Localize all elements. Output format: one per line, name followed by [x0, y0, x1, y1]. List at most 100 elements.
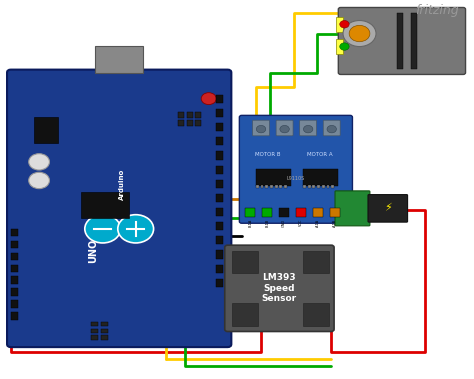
Bar	[11, 300, 18, 308]
FancyBboxPatch shape	[335, 191, 370, 226]
FancyBboxPatch shape	[276, 120, 293, 136]
FancyBboxPatch shape	[323, 120, 340, 136]
Text: A-1A: A-1A	[316, 219, 320, 227]
Bar	[296, 208, 306, 216]
Bar	[187, 120, 193, 126]
Bar	[263, 208, 272, 216]
Bar	[216, 222, 223, 230]
Bar	[11, 288, 18, 296]
Circle shape	[340, 20, 349, 28]
Circle shape	[118, 215, 154, 243]
Circle shape	[343, 20, 376, 47]
Bar	[216, 109, 223, 117]
Bar	[275, 185, 277, 188]
Bar	[91, 335, 98, 340]
Bar	[303, 169, 338, 186]
Circle shape	[29, 153, 49, 170]
FancyBboxPatch shape	[95, 46, 143, 73]
Bar	[11, 312, 18, 319]
Bar	[279, 185, 282, 188]
Bar	[246, 208, 255, 216]
Bar	[216, 137, 223, 146]
Bar	[330, 208, 340, 216]
Text: GND: GND	[282, 219, 286, 227]
Circle shape	[303, 125, 313, 133]
Bar	[312, 185, 315, 188]
Text: LM393
Speed
Sensor: LM393 Speed Sensor	[262, 273, 297, 303]
Bar	[216, 95, 223, 103]
Circle shape	[280, 125, 289, 133]
Bar	[308, 185, 310, 188]
Text: Arduino: Arduino	[118, 169, 125, 200]
Bar	[336, 39, 343, 54]
Bar	[411, 13, 417, 69]
Bar	[35, 117, 58, 143]
Circle shape	[256, 125, 266, 133]
Text: B-1B: B-1B	[265, 219, 269, 227]
Bar	[216, 251, 223, 258]
Bar	[303, 251, 329, 274]
Bar	[261, 185, 264, 188]
FancyBboxPatch shape	[338, 8, 465, 74]
Bar	[270, 185, 273, 188]
Text: MOTOR A: MOTOR A	[307, 152, 332, 157]
Bar	[101, 335, 109, 340]
Text: VCC: VCC	[299, 219, 303, 226]
Bar	[216, 180, 223, 188]
Bar	[11, 241, 18, 248]
FancyBboxPatch shape	[239, 115, 353, 223]
Bar	[216, 236, 223, 244]
Circle shape	[327, 125, 337, 133]
Bar	[101, 329, 109, 333]
Bar	[336, 17, 343, 32]
Bar	[11, 276, 18, 284]
FancyBboxPatch shape	[368, 194, 408, 222]
Bar	[216, 279, 223, 287]
Bar	[256, 185, 259, 188]
Bar	[397, 13, 403, 69]
Bar	[327, 185, 329, 188]
Bar	[313, 208, 323, 216]
Text: B-1A: B-1A	[248, 219, 252, 227]
Bar	[178, 112, 184, 117]
Circle shape	[85, 215, 120, 243]
Bar	[322, 185, 325, 188]
Bar	[195, 112, 201, 117]
Bar	[187, 112, 193, 117]
Bar	[195, 120, 201, 126]
Bar	[265, 185, 268, 188]
Bar	[256, 169, 291, 186]
Bar	[216, 208, 223, 216]
Text: A-1B: A-1B	[333, 219, 337, 227]
FancyBboxPatch shape	[300, 120, 317, 136]
Circle shape	[201, 93, 216, 105]
Bar	[216, 194, 223, 202]
Bar	[178, 120, 184, 126]
Text: MOTOR B: MOTOR B	[255, 152, 281, 157]
Bar	[284, 185, 287, 188]
Bar	[216, 265, 223, 273]
Bar	[232, 303, 258, 326]
Circle shape	[29, 172, 49, 189]
Text: ⚡: ⚡	[384, 204, 392, 213]
Bar	[91, 322, 98, 326]
Bar	[279, 208, 289, 216]
Bar	[303, 303, 329, 326]
Circle shape	[349, 25, 370, 42]
Bar	[331, 185, 334, 188]
Bar	[216, 123, 223, 132]
Bar	[11, 265, 18, 272]
Bar	[91, 329, 98, 333]
Bar	[317, 185, 320, 188]
Text: fritzing: fritzing	[415, 4, 458, 17]
Bar	[101, 322, 109, 326]
FancyBboxPatch shape	[7, 70, 231, 347]
Bar	[11, 253, 18, 260]
Bar	[303, 185, 306, 188]
FancyBboxPatch shape	[253, 120, 270, 136]
Bar	[11, 229, 18, 236]
Text: L9110S: L9110S	[287, 176, 305, 181]
Bar	[216, 152, 223, 160]
Bar	[216, 166, 223, 174]
Text: UNO: UNO	[88, 239, 98, 263]
